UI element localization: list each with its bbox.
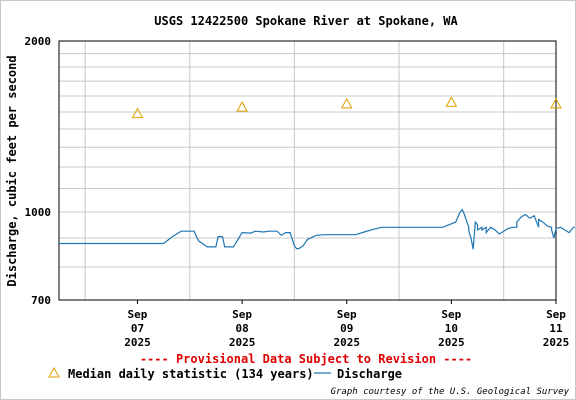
discharge-line xyxy=(59,208,575,250)
x-tick-year: 2025 xyxy=(333,336,360,349)
median-marker xyxy=(236,101,248,112)
chart-title: USGS 12422500 Spokane River at Spokane, … xyxy=(154,14,458,28)
legend-median-marker xyxy=(48,366,60,378)
x-tick-month: Sep xyxy=(546,308,566,321)
x-tick-day: 07 xyxy=(131,322,144,335)
y-axis-label: Discharge, cubic feet per second xyxy=(5,55,19,286)
median-marker xyxy=(340,97,353,109)
x-tick-day: 11 xyxy=(549,322,563,335)
x-tick-year: 2025 xyxy=(229,336,256,349)
credit-text: Graph courtesy of the U.S. Geological Su… xyxy=(331,387,570,397)
legend-median-label: Median daily statistic (134 years) xyxy=(68,367,314,381)
legend-discharge-label: Discharge xyxy=(337,367,402,381)
x-tick-year: 2025 xyxy=(543,336,570,349)
x-tick-labels: Sep072025Sep082025Sep092025Sep102025Sep1… xyxy=(124,300,569,349)
x-tick-month: Sep xyxy=(232,308,252,321)
x-tick-day: 08 xyxy=(235,322,248,335)
median-marker xyxy=(550,97,562,109)
provisional-notice: ---- Provisional Data Subject to Revisio… xyxy=(140,352,472,366)
x-tick-year: 2025 xyxy=(124,336,151,349)
plot-area-frame xyxy=(58,40,557,301)
series-layer xyxy=(59,96,575,250)
legend: Median daily statistic (134 years) Disch… xyxy=(48,366,402,381)
x-tick-month: Sep xyxy=(337,308,357,321)
x-tick-day: 09 xyxy=(340,322,353,335)
x-tick-month: Sep xyxy=(128,308,148,321)
x-tick-year: 2025 xyxy=(438,336,465,349)
median-marker xyxy=(131,107,144,119)
median-marker xyxy=(445,96,458,107)
x-tick-day: 10 xyxy=(445,322,458,335)
plot-grid xyxy=(59,41,556,300)
y-tick-labels: 2000 1000 700 xyxy=(25,35,52,307)
x-tick-month: Sep xyxy=(441,308,461,321)
y-tick-label: 1000 xyxy=(25,206,52,219)
y-tick-label: 2000 xyxy=(25,35,52,48)
y-tick-label: 700 xyxy=(31,294,51,307)
